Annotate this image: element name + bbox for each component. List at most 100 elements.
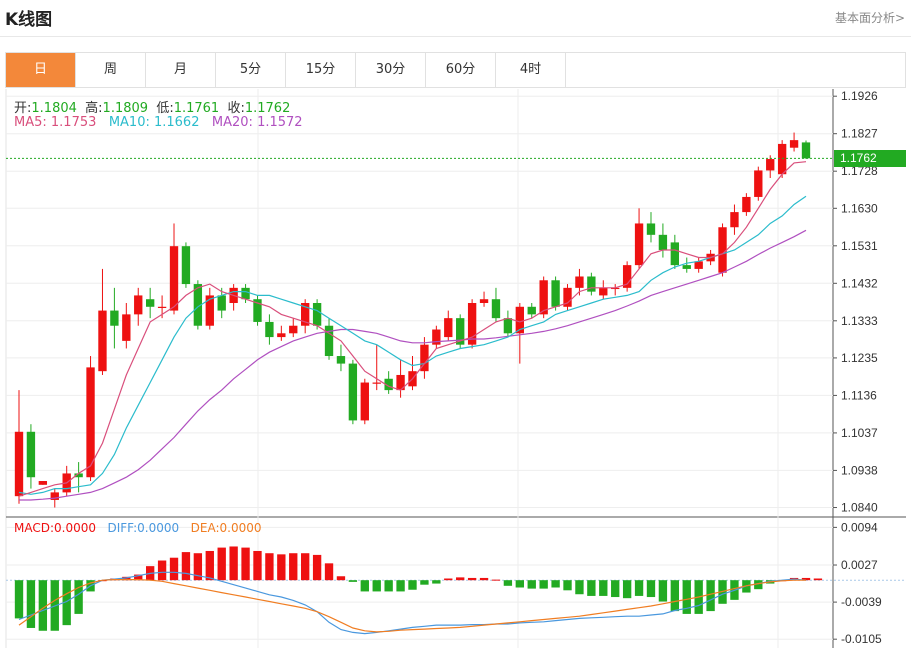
candle-body bbox=[789, 140, 799, 148]
macd-bar bbox=[193, 553, 203, 581]
fundamental-analysis-link[interactable]: 基本面分析> bbox=[834, 11, 905, 25]
price-tick-label: 1.1728 bbox=[841, 164, 878, 178]
macd-label: MACD: bbox=[14, 521, 55, 535]
candle-body bbox=[611, 287, 620, 290]
macd-bar bbox=[312, 554, 322, 581]
candle-body bbox=[169, 246, 179, 311]
candle-body bbox=[467, 303, 477, 345]
macd-bar bbox=[491, 579, 501, 581]
macd-bar bbox=[563, 580, 572, 591]
macd-bar bbox=[38, 580, 48, 631]
candle-body bbox=[634, 223, 644, 266]
dea-line bbox=[18, 578, 806, 633]
macd-bar bbox=[253, 550, 262, 581]
price-tick-label: 1.1827 bbox=[841, 127, 878, 141]
ma5-label: MA5: bbox=[14, 115, 47, 130]
macd-bar bbox=[658, 580, 668, 602]
macd-bar bbox=[706, 580, 715, 612]
candle-body bbox=[26, 431, 36, 478]
macd-bar bbox=[205, 550, 214, 581]
candle-body bbox=[622, 265, 632, 288]
macd-bar bbox=[515, 580, 524, 588]
high-label: 高: bbox=[85, 101, 103, 116]
dea-label: DEA: bbox=[190, 521, 220, 535]
candle-body bbox=[682, 265, 691, 269]
candle-body bbox=[50, 492, 59, 500]
macd-bar bbox=[467, 577, 477, 581]
macd-tick-label: 0.0094 bbox=[841, 520, 878, 534]
candle-body bbox=[575, 276, 584, 288]
macd-bar bbox=[622, 580, 632, 599]
macd-bar bbox=[456, 577, 465, 581]
macd-value: 0.0000 bbox=[54, 521, 97, 535]
candle-body bbox=[515, 306, 524, 334]
ma20-label: MA20: bbox=[211, 115, 253, 130]
macd-bar bbox=[360, 580, 369, 592]
macd-bar bbox=[432, 580, 441, 584]
tab-4hour[interactable]: 4时 bbox=[496, 53, 566, 87]
high-value: 1.1809 bbox=[102, 101, 149, 116]
candle-body bbox=[74, 473, 83, 478]
diff-label: DIFF: bbox=[107, 521, 138, 535]
diff-line bbox=[18, 571, 807, 635]
open-value: 1.1804 bbox=[31, 101, 77, 116]
candle-body bbox=[766, 159, 775, 171]
macd-legend: MACD:0.0000 DIFF:0.0000 DEA:0.0000 bbox=[14, 521, 262, 535]
candle-body bbox=[658, 234, 668, 250]
ma20-value: 1.1572 bbox=[257, 115, 303, 130]
ma5-value: 1.1753 bbox=[50, 115, 97, 130]
tab-60min[interactable]: 60分 bbox=[426, 53, 496, 87]
macd-tick-label: 0.0027 bbox=[841, 558, 878, 572]
tab-day[interactable]: 日 bbox=[6, 53, 76, 87]
price-tick-label: 1.1333 bbox=[841, 314, 878, 328]
price-tick-label: 1.1235 bbox=[841, 351, 878, 365]
candle-body bbox=[110, 310, 119, 326]
candle-body bbox=[348, 363, 358, 421]
macd-bar bbox=[26, 580, 36, 628]
ma10-line bbox=[18, 195, 807, 495]
macd-tick-label: -0.0105 bbox=[841, 632, 882, 646]
candle-body bbox=[599, 287, 608, 296]
low-label: 低: bbox=[156, 101, 174, 116]
candle-body bbox=[122, 314, 131, 341]
low-value: 1.1761 bbox=[173, 101, 220, 116]
close-value: 1.1762 bbox=[244, 101, 291, 116]
macd-bar bbox=[575, 580, 584, 595]
candle-body bbox=[384, 378, 393, 391]
timeframe-tabs: 日 周 月 5分 15分 30分 60分 4时 bbox=[5, 52, 906, 88]
candle-body bbox=[241, 287, 250, 300]
macd-bar bbox=[611, 580, 620, 598]
macd-bar bbox=[181, 552, 191, 581]
candle-body bbox=[730, 212, 739, 228]
macd-bar bbox=[14, 580, 24, 619]
candle-body bbox=[646, 223, 656, 235]
macd-bar bbox=[241, 547, 250, 581]
macd-bar bbox=[384, 580, 393, 592]
macd-bar bbox=[277, 554, 286, 581]
macd-bar bbox=[134, 574, 143, 581]
candle-body bbox=[444, 318, 453, 338]
ma5-line bbox=[18, 161, 807, 497]
macd-bar bbox=[62, 580, 71, 626]
macd-bar bbox=[157, 560, 167, 581]
candle-body bbox=[38, 481, 48, 485]
tab-5min[interactable]: 5分 bbox=[216, 53, 286, 87]
candle-body bbox=[86, 367, 95, 478]
tab-30min[interactable]: 30分 bbox=[356, 53, 426, 87]
close-label: 收: bbox=[227, 101, 245, 116]
candle-body bbox=[539, 280, 548, 315]
candle-body bbox=[670, 242, 680, 266]
price-tick-label: 1.1432 bbox=[841, 276, 878, 290]
price-tick-label: 1.1136 bbox=[841, 388, 877, 402]
tab-month[interactable]: 月 bbox=[146, 53, 216, 87]
candle-body bbox=[181, 246, 191, 285]
candle-body bbox=[432, 329, 441, 345]
candle-body bbox=[491, 299, 501, 319]
price-tick-label: 1.1037 bbox=[841, 426, 878, 440]
ma20-line bbox=[19, 229, 807, 501]
price-tick-label: 1.1630 bbox=[841, 201, 878, 215]
tab-15min[interactable]: 15分 bbox=[286, 53, 356, 87]
candle-body bbox=[145, 299, 155, 307]
tab-week[interactable]: 周 bbox=[76, 53, 146, 87]
